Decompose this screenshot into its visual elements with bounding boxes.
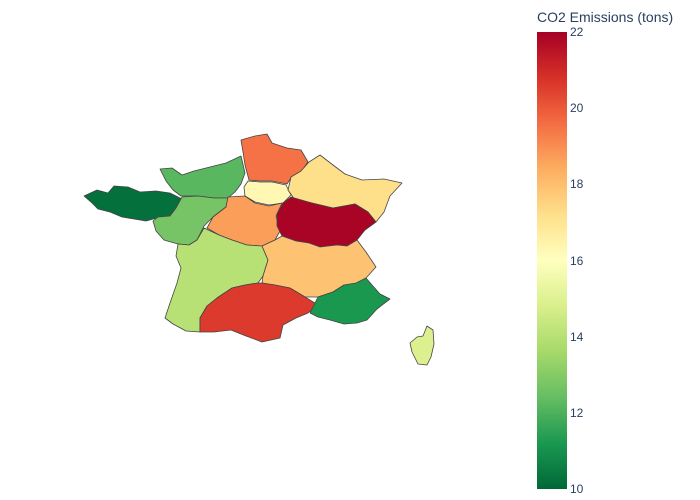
colorbar-tick-label: 14 bbox=[570, 329, 584, 344]
colorbar-title: CO2 Emissions (tons) bbox=[537, 9, 674, 25]
colorbar-tick-label: 20 bbox=[570, 101, 584, 116]
region-corse[interactable] bbox=[409, 325, 435, 366]
choropleth-map bbox=[83, 133, 435, 366]
colorbar bbox=[537, 32, 567, 489]
region-normandie[interactable] bbox=[159, 155, 246, 199]
colorbar-tick-label: 16 bbox=[570, 253, 584, 268]
region-bretagne[interactable] bbox=[83, 185, 183, 222]
region-provence-alpes-cote-d-azur[interactable] bbox=[309, 277, 391, 325]
colorbar-tick-label: 18 bbox=[570, 177, 584, 192]
colorbar-tick-label: 10 bbox=[570, 482, 584, 496]
colorbar-tick-label: 12 bbox=[570, 405, 584, 420]
colorbar-tick-label: 22 bbox=[570, 25, 584, 39]
